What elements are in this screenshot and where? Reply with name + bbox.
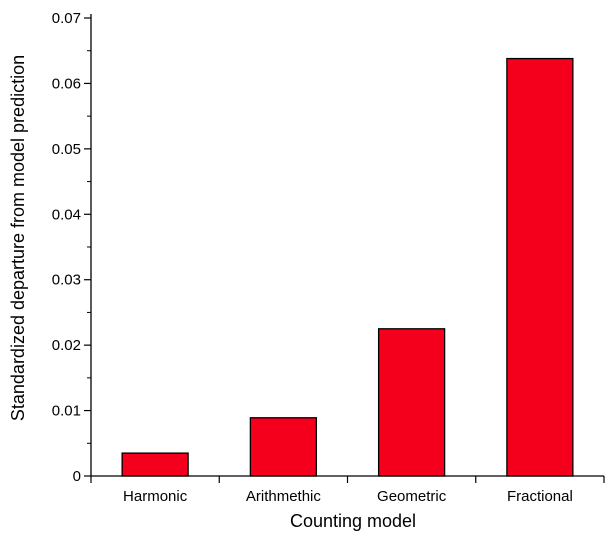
y-tick-label: 0.01: [52, 403, 81, 420]
y-tick-label: 0.04: [52, 206, 81, 223]
bar-fractional: [506, 57, 574, 477]
y-tick-label: 0.05: [52, 141, 81, 158]
y-tick-label: 0.06: [52, 75, 81, 92]
x-axis-title: Counting model: [290, 511, 416, 531]
y-axis-title: Standardized departure from model predic…: [8, 55, 28, 421]
y-axis: 0 0.01 0.02 0.03 0.04 0.05 0.06 0.07: [52, 10, 92, 485]
x-tick-label-arithmethic: Arithmethic: [246, 488, 322, 505]
y-tick-label: 0: [73, 468, 81, 485]
y-tick-label: 0.07: [52, 10, 81, 27]
bar-geometric: [377, 328, 446, 477]
x-tick-label-harmonic: Harmonic: [123, 488, 188, 505]
y-tick-label: 0.02: [52, 337, 81, 354]
y-tick-label: 0.03: [52, 272, 81, 289]
bar-arithmethic: [249, 417, 318, 477]
x-axis: Harmonic Arithmethic Geometric Fractional: [90, 475, 605, 505]
x-tick-label-geometric: Geometric: [377, 488, 447, 505]
bar-harmonic: [121, 452, 189, 477]
x-tick-label-fractional: Fractional: [507, 488, 573, 505]
bars-group: [121, 57, 574, 477]
